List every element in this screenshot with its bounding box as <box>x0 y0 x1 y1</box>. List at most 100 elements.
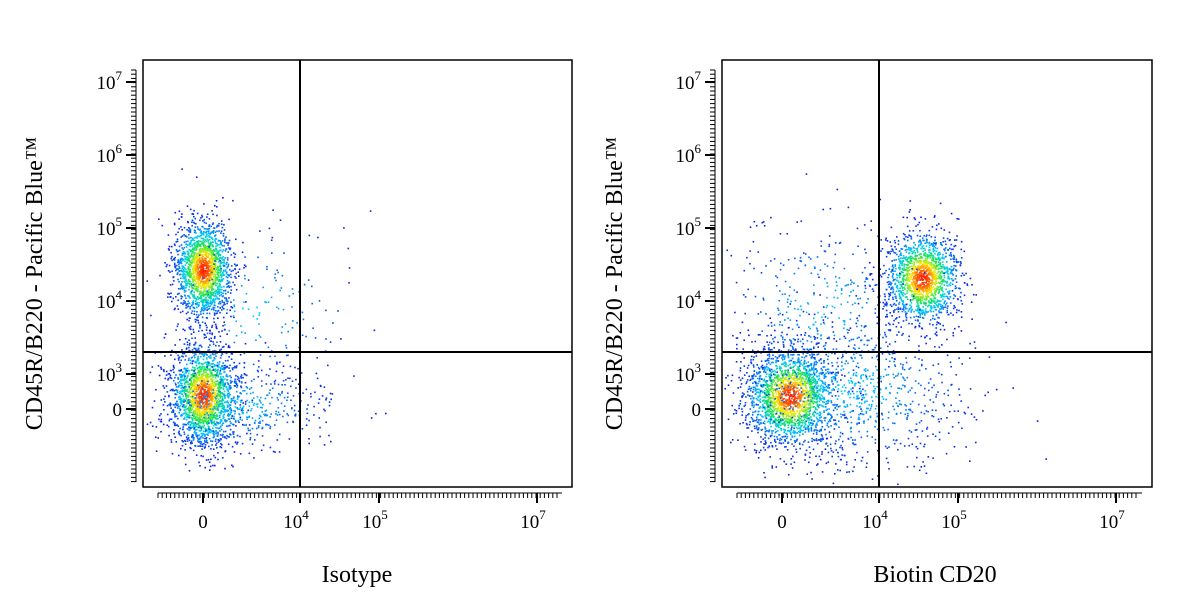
event-point <box>188 227 191 230</box>
event-point <box>190 409 192 411</box>
event-point <box>208 368 210 371</box>
event-point <box>211 430 214 432</box>
event-point <box>328 401 331 403</box>
event-point <box>212 282 214 285</box>
event-point <box>215 260 217 262</box>
event-point <box>928 286 930 289</box>
event-point <box>197 445 199 447</box>
event-point <box>220 377 222 380</box>
event-point <box>188 327 191 330</box>
event-point <box>233 310 236 313</box>
event-point <box>211 293 214 296</box>
event-point <box>210 261 212 263</box>
event-point <box>276 397 279 399</box>
event-point <box>897 243 900 246</box>
event-point <box>268 227 271 230</box>
event-point <box>220 405 223 407</box>
event-point <box>217 422 219 424</box>
event-point <box>906 287 909 289</box>
event-point <box>210 414 213 417</box>
event-point <box>248 452 251 455</box>
event-point <box>203 396 206 398</box>
event-point <box>262 286 264 289</box>
event-point <box>191 426 193 429</box>
event-point <box>202 366 204 368</box>
event-point <box>933 263 935 266</box>
event-point <box>224 238 226 240</box>
event-point <box>222 433 224 436</box>
event-point <box>187 408 189 410</box>
event-point <box>225 375 227 377</box>
event-point <box>195 260 197 262</box>
event-point <box>209 258 211 260</box>
event-point <box>223 368 226 371</box>
event-point <box>213 268 215 270</box>
event-point <box>194 263 196 265</box>
event-point <box>212 266 215 268</box>
event-point <box>198 266 201 269</box>
event-point <box>191 397 194 399</box>
event-point <box>196 378 198 380</box>
event-point <box>197 228 199 230</box>
event-point <box>228 286 230 289</box>
event-point <box>210 404 212 406</box>
event-point <box>233 304 235 306</box>
event-point <box>170 369 172 372</box>
event-point <box>194 394 196 396</box>
event-point <box>184 375 186 377</box>
event-point <box>196 428 198 431</box>
x-axis-title: Isotype <box>322 562 393 588</box>
event-point <box>207 383 210 386</box>
event-point <box>232 433 234 435</box>
event-point <box>200 266 203 268</box>
event-point <box>198 254 201 256</box>
event-point <box>199 391 201 393</box>
event-point <box>932 317 934 320</box>
event-point <box>194 384 196 387</box>
event-point <box>277 307 280 310</box>
event-point <box>178 356 180 359</box>
event-point <box>229 292 232 294</box>
event-point <box>216 427 219 429</box>
event-point <box>229 404 232 406</box>
event-point <box>180 287 183 289</box>
event-point <box>197 243 200 246</box>
event-point <box>208 391 210 393</box>
event-point <box>216 250 218 252</box>
event-point <box>233 431 235 433</box>
event-point <box>192 251 194 253</box>
event-point <box>256 318 258 320</box>
event-point <box>201 420 204 422</box>
event-point <box>189 241 192 244</box>
event-point <box>230 306 233 308</box>
event-point <box>271 252 273 254</box>
event-point <box>204 413 206 416</box>
event-point <box>184 387 186 390</box>
event-point <box>196 367 199 369</box>
event-point <box>174 413 176 415</box>
event-point <box>185 280 188 282</box>
event-point <box>207 283 209 285</box>
event-point <box>894 264 896 267</box>
event-point <box>226 271 228 274</box>
event-point <box>183 246 186 249</box>
event-point <box>165 265 168 268</box>
event-point <box>239 399 242 402</box>
event-point <box>297 383 300 385</box>
event-point <box>206 405 209 408</box>
event-point <box>218 394 221 396</box>
event-point <box>242 307 244 310</box>
event-point <box>205 301 208 304</box>
event-point <box>200 401 202 403</box>
event-point <box>176 407 179 409</box>
event-point <box>188 390 191 393</box>
event-point <box>186 343 189 346</box>
event-point <box>188 394 190 397</box>
event-point <box>192 387 195 390</box>
event-point <box>222 422 225 425</box>
event-point <box>189 264 191 266</box>
event-point <box>196 262 198 264</box>
event-point <box>183 226 186 229</box>
event-point <box>165 374 168 376</box>
event-point <box>176 325 179 328</box>
